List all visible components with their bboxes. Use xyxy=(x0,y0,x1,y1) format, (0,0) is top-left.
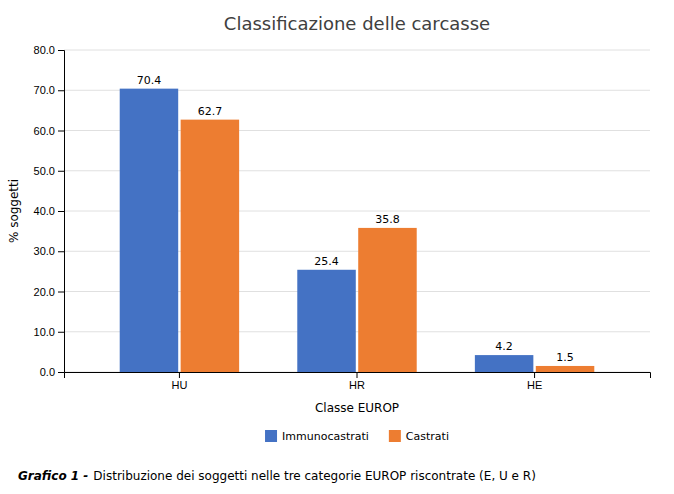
legend-swatch xyxy=(389,430,401,442)
y-tick-label: 10.0 xyxy=(34,326,55,338)
y-tick-label: 20.0 xyxy=(34,286,55,298)
y-tick-mark xyxy=(58,90,64,91)
y-tick-label: 70.0 xyxy=(34,84,55,96)
x-tick: HR xyxy=(349,372,365,391)
y-tick: 50.0 xyxy=(34,165,64,177)
bar xyxy=(358,228,416,372)
y-tick: 60.0 xyxy=(34,125,64,137)
grid-line xyxy=(64,50,650,51)
y-tick: 40.0 xyxy=(34,205,64,217)
y-tick-mark xyxy=(58,292,64,293)
x-tick-label: HE xyxy=(527,379,542,391)
x-tick: HU xyxy=(171,372,187,391)
legend-swatch xyxy=(265,430,277,442)
legend-item: Castrati xyxy=(389,430,449,443)
y-tick-label: 0.0 xyxy=(40,366,55,378)
legend-item: Immunocastrati xyxy=(265,430,369,443)
plot: 0.010.020.030.040.050.060.070.080.0HUHRH… xyxy=(34,44,651,391)
x-tick-label: HU xyxy=(171,379,187,391)
y-tick: 30.0 xyxy=(34,245,64,257)
x-tick-mark xyxy=(534,372,535,378)
bar xyxy=(536,366,594,372)
legend: Immunocastrati Castrati xyxy=(265,430,449,443)
y-tick-mark xyxy=(58,372,64,373)
y-tick-mark xyxy=(58,171,64,172)
grid xyxy=(64,50,650,372)
y-tick-mark xyxy=(58,131,64,132)
y-tick-mark xyxy=(58,211,64,212)
legend-label: Immunocastrati xyxy=(282,430,369,443)
y-tick: 10.0 xyxy=(34,326,64,338)
y-tick: 80.0 xyxy=(34,44,64,56)
x-axis-title: Classe EUROP xyxy=(315,401,399,415)
data-label: 62.7 xyxy=(198,105,223,118)
y-axis: 0.0 10.0 20.0 30.0 40.0 50.0 60.0 70.0 80.0 xyxy=(34,44,65,378)
legend-label: Castrati xyxy=(406,430,449,443)
title: Classificazione delle carcasse xyxy=(224,13,490,34)
x-tick-mark xyxy=(357,372,358,378)
y-tick-mark xyxy=(58,251,64,252)
y-tick-label: 50.0 xyxy=(34,165,55,177)
bar xyxy=(181,120,239,372)
bar xyxy=(475,355,533,372)
x-tick-label: HR xyxy=(349,379,365,391)
data-label: 4.2 xyxy=(495,340,513,353)
caption: Distribuzione dei soggetti nelle tre cat… xyxy=(93,469,535,483)
y-tick-mark xyxy=(58,332,64,333)
bar xyxy=(297,270,355,372)
bar xyxy=(120,89,178,372)
y-tick: 20.0 xyxy=(34,286,64,298)
y-tick-mark xyxy=(58,50,64,51)
data-label: 35.8 xyxy=(375,213,400,226)
data-label: 25.4 xyxy=(314,255,339,268)
y-axis-title: % soggetti xyxy=(7,179,21,243)
chart: 0.010.020.030.040.050.060.070.080.0HUHRH… xyxy=(0,0,674,494)
caption: Grafico 1 - xyxy=(18,469,88,483)
y-tick-label: 30.0 xyxy=(34,245,55,257)
y-tick-label: 80.0 xyxy=(34,44,55,56)
data-label: 1.5 xyxy=(556,351,574,364)
x-axis: HU HR HE xyxy=(65,372,651,391)
y-tick: 0.0 xyxy=(40,366,64,378)
data-labels: 70.4 25.4 4.2 62.7 35.8 1.5 xyxy=(137,74,574,364)
y-tick-label: 40.0 xyxy=(34,205,55,217)
axis-domain xyxy=(58,51,65,373)
y-tick: 70.0 xyxy=(34,84,64,96)
data-label: 70.4 xyxy=(137,74,162,87)
y-tick-label: 60.0 xyxy=(34,125,55,137)
x-tick: HE xyxy=(527,372,542,391)
axis-domain xyxy=(65,373,651,379)
bars xyxy=(120,89,595,372)
x-tick-mark xyxy=(179,372,180,378)
